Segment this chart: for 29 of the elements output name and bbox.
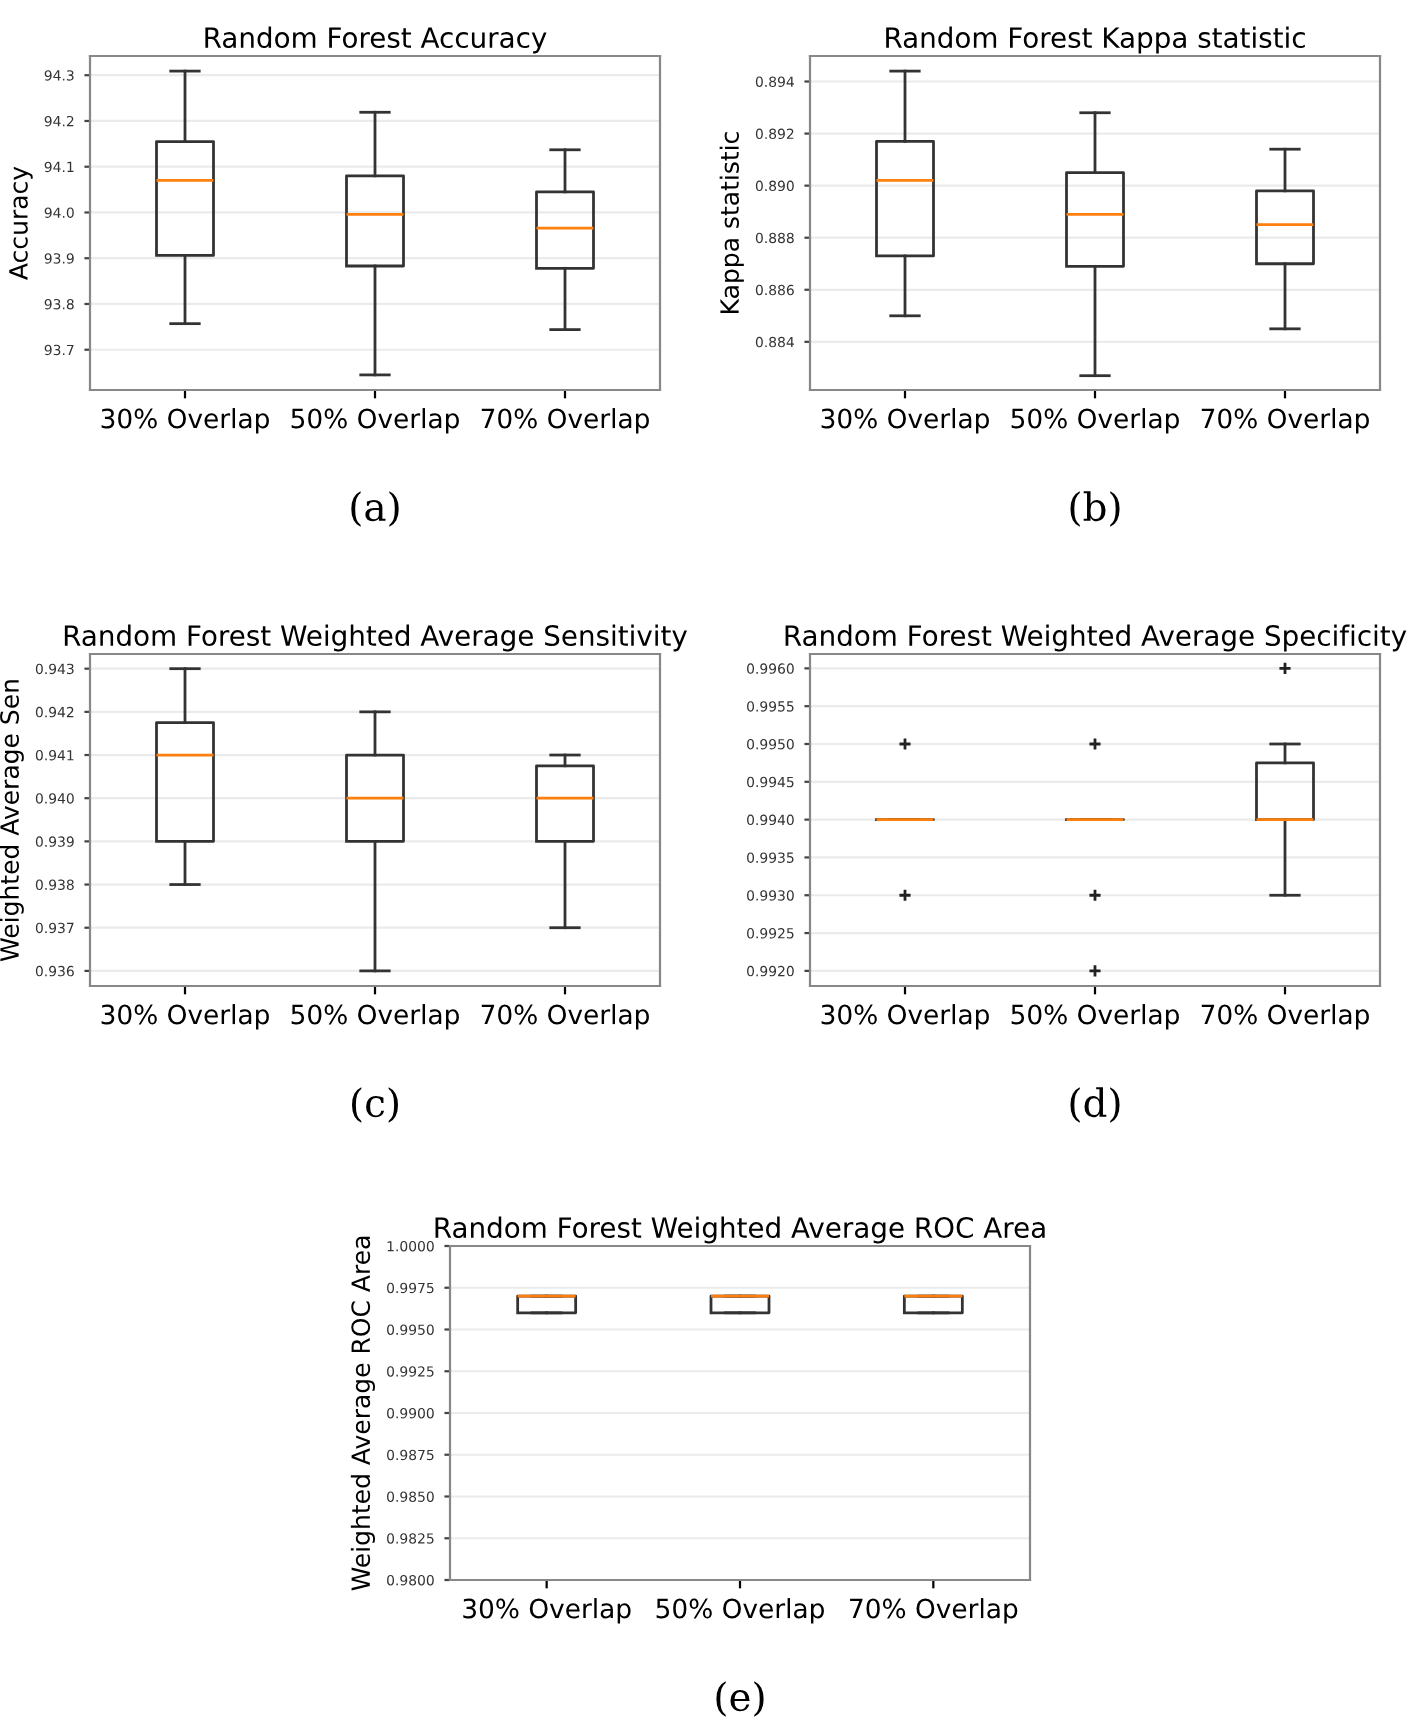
x-tick-label: 50% Overlap (1011, 408, 1179, 434)
x-tick-label: 50% Overlap (656, 1598, 824, 1624)
x-tick-label: 30% Overlap (101, 1004, 269, 1030)
x-tick-label: 70% Overlap (850, 1598, 1018, 1624)
y-axis-title: Weighted Average Sen (0, 680, 24, 962)
y-axis-title: Accuracy (9, 166, 33, 280)
x-tick-label: 70% Overlap (481, 1004, 649, 1030)
x-tick-label: 50% Overlap (291, 408, 459, 434)
chart-title: Random Forest Weighted Average ROC Area (435, 1216, 1045, 1244)
chart-title: Random Forest Weighted Average Sensitivity (64, 624, 688, 652)
text: (b) (1070, 491, 1120, 527)
x-tick-label: 50% Overlap (1011, 1004, 1179, 1030)
text: (a) (351, 491, 399, 527)
x-tick-label: 70% Overlap (1201, 408, 1369, 434)
x-tick-label: 50% Overlap (291, 1004, 459, 1030)
x-tick-label: 30% Overlap (821, 408, 989, 434)
chart-title: Random Forest Kappa statistic (886, 26, 1305, 54)
chart-title: Random Forest Weighted Average Specificity (785, 624, 1407, 652)
x-tick-label: 30% Overlap (101, 408, 269, 434)
text: (e) (716, 1681, 764, 1717)
text: (d) (1070, 1087, 1120, 1123)
x-tick-label: 70% Overlap (481, 408, 649, 434)
x-tick-label: 70% Overlap (1201, 1004, 1369, 1030)
x-tick-label: 30% Overlap (821, 1004, 989, 1030)
text: (c) (352, 1087, 398, 1123)
y-axis-title: Kappa statistic (719, 132, 744, 313)
x-tick-label: 30% Overlap (463, 1598, 631, 1624)
chart-title: Random Forest Accuracy (205, 26, 547, 54)
y-axis-title: Weighted Average ROC Area (350, 1236, 376, 1591)
